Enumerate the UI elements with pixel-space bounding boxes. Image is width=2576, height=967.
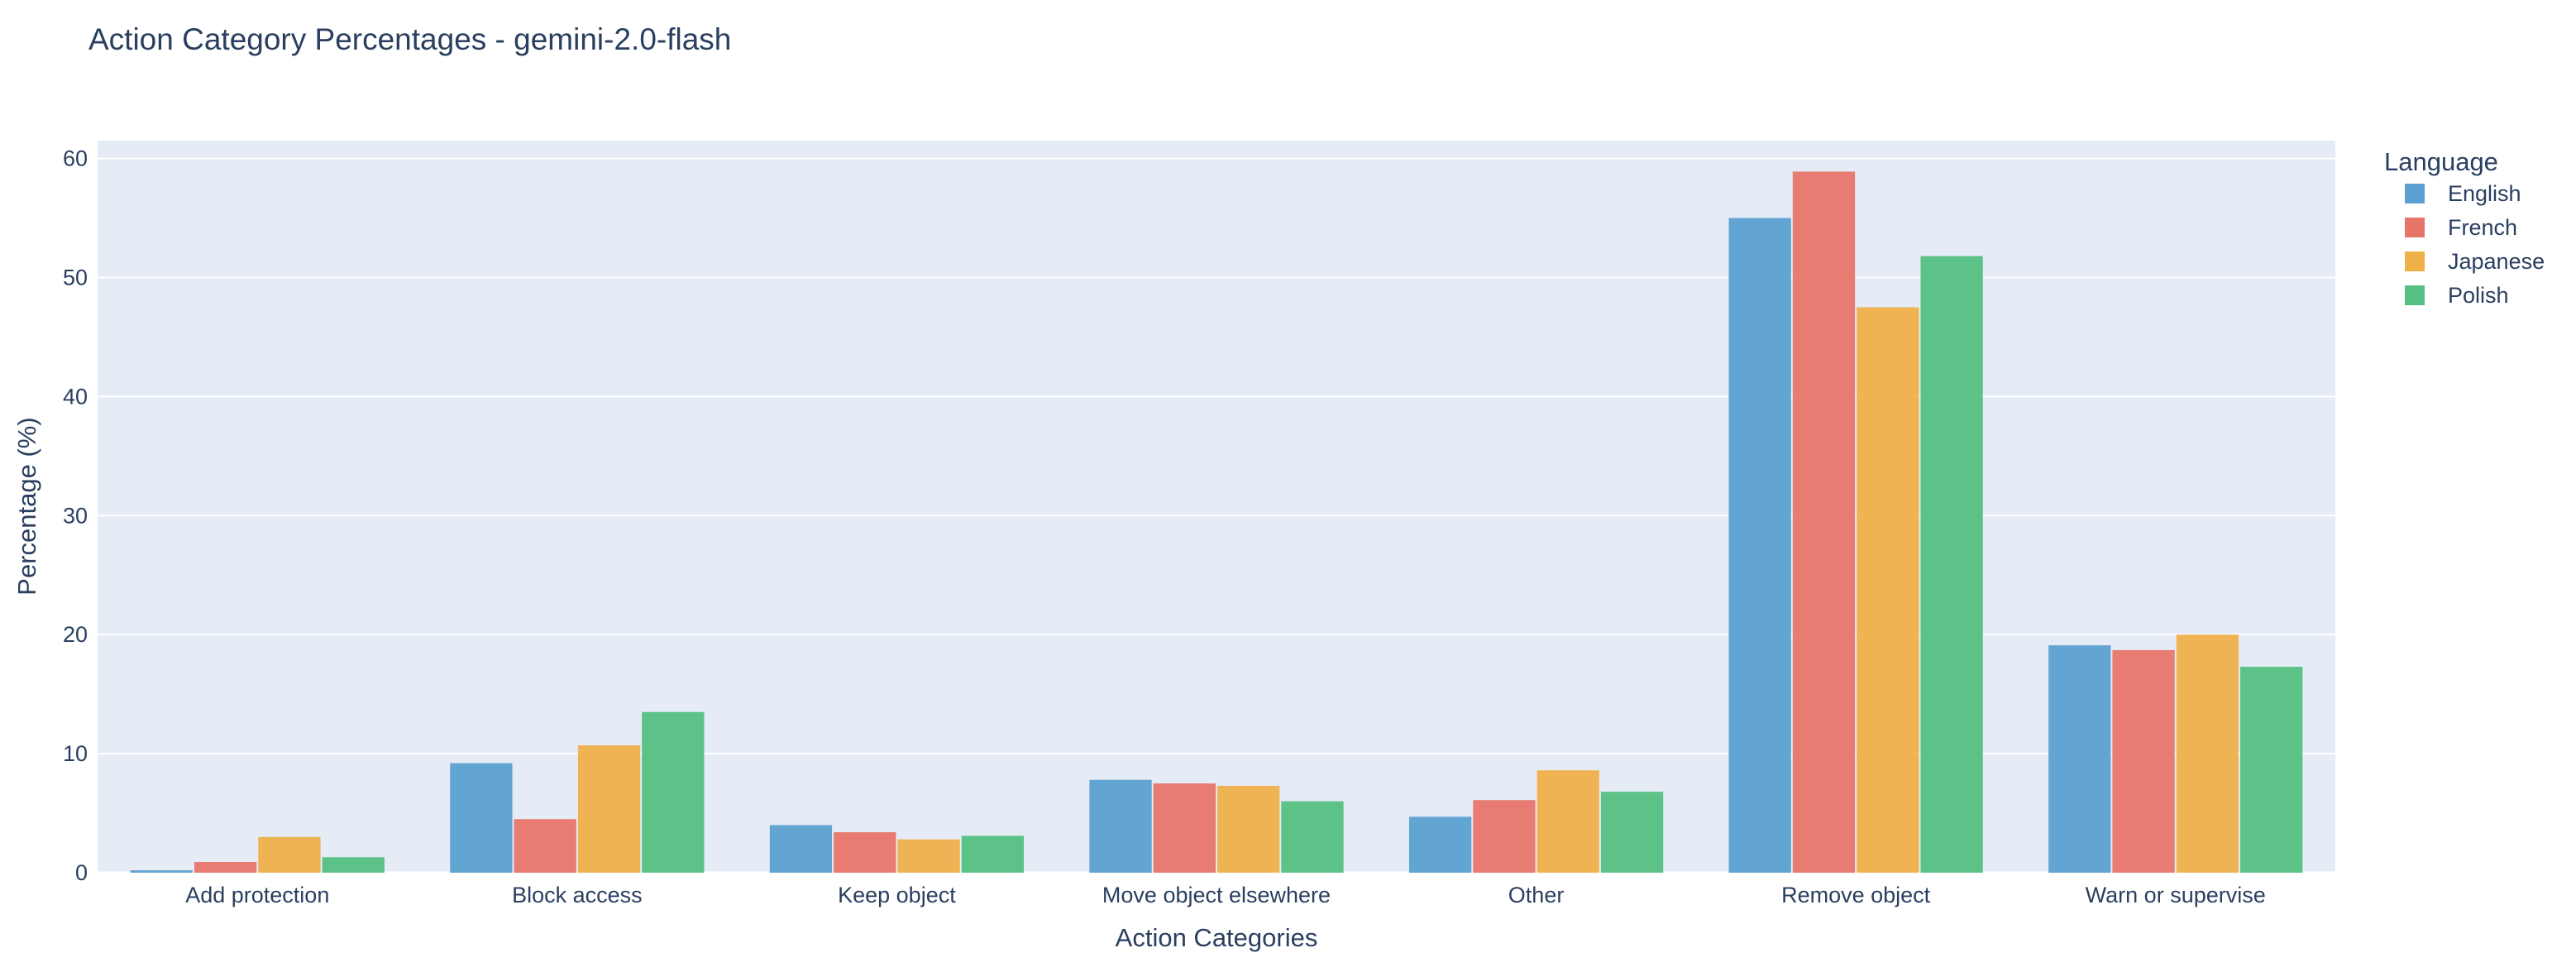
bar-polish-4: [1600, 792, 1664, 873]
legend-label-english: English: [2448, 181, 2521, 206]
bar-polish-6: [2240, 667, 2303, 873]
bar-french-4: [1473, 800, 1536, 873]
x-tick-label-5: Remove object: [1781, 883, 1931, 907]
y-tick-label-10: 10: [63, 741, 88, 766]
bar-japanese-3: [1217, 785, 1280, 873]
bar-french-5: [1792, 171, 1856, 874]
bar-french-1: [514, 819, 576, 873]
bar-french-6: [2112, 649, 2175, 873]
x-tick-label-2: Keep object: [838, 883, 956, 907]
legend: Language English French Japanese Polish: [2384, 147, 2545, 308]
bar-japanese-0: [258, 836, 321, 873]
legend-swatch-english: [2405, 184, 2425, 203]
chart-title: Action Category Percentages - gemini-2.0…: [88, 22, 731, 56]
bar-english-4: [1408, 816, 1472, 873]
x-tick-label-1: Block access: [512, 883, 643, 907]
bars: [130, 171, 2303, 874]
y-tick-label-40: 40: [63, 384, 88, 409]
bar-english-3: [1089, 779, 1152, 873]
legend-label-japanese: Japanese: [2448, 249, 2545, 274]
bar-polish-2: [961, 835, 1025, 873]
y-tick-label-0: 0: [75, 860, 88, 885]
legend-label-polish: Polish: [2448, 283, 2509, 308]
y-tick-label-20: 20: [63, 622, 88, 647]
bar-english-2: [769, 825, 833, 873]
bar-polish-5: [1920, 256, 1983, 874]
legend-swatch-polish: [2405, 285, 2425, 305]
bar-english-1: [450, 763, 513, 873]
bar-english-5: [1728, 218, 1791, 873]
legend-swatch-french: [2405, 218, 2425, 237]
bar-french-3: [1153, 783, 1216, 873]
legend-title: Language: [2384, 147, 2498, 176]
bar-french-2: [834, 832, 896, 873]
x-tick-label-0: Add protection: [185, 883, 329, 907]
bar-japanese-6: [2176, 634, 2239, 873]
bar-japanese-1: [577, 745, 641, 873]
legend-swatch-japanese: [2405, 251, 2425, 271]
y-tick-label-50: 50: [63, 265, 88, 290]
plot-area: [98, 141, 2335, 873]
bar-english-0: [130, 870, 193, 873]
bar-japanese-5: [1857, 307, 1919, 874]
bar-polish-0: [322, 857, 385, 873]
x-tick-label-6: Warn or supervise: [2086, 883, 2266, 907]
x-tick-label-4: Other: [1508, 883, 1565, 907]
y-tick-label-60: 60: [63, 146, 88, 171]
x-axis-title: Action Categories: [1116, 923, 1318, 952]
x-axis-ticks: Add protection Block access Keep object Mov…: [185, 883, 2266, 907]
x-tick-label-3: Move object elsewhere: [1102, 883, 1331, 907]
legend-label-french: French: [2448, 215, 2517, 240]
y-axis-title: Percentage (%): [12, 417, 41, 595]
bar-japanese-2: [897, 839, 960, 873]
legend-items: English French Japanese Polish: [2405, 181, 2545, 308]
y-tick-label-30: 30: [63, 503, 88, 528]
bar-polish-3: [1281, 801, 1344, 873]
bar-japanese-4: [1537, 770, 1599, 873]
y-axis-ticks: 0 10 20 30 40 50 60: [63, 146, 88, 885]
bar-french-0: [194, 862, 257, 873]
bar-polish-1: [642, 711, 705, 873]
bar-english-6: [2048, 645, 2111, 873]
